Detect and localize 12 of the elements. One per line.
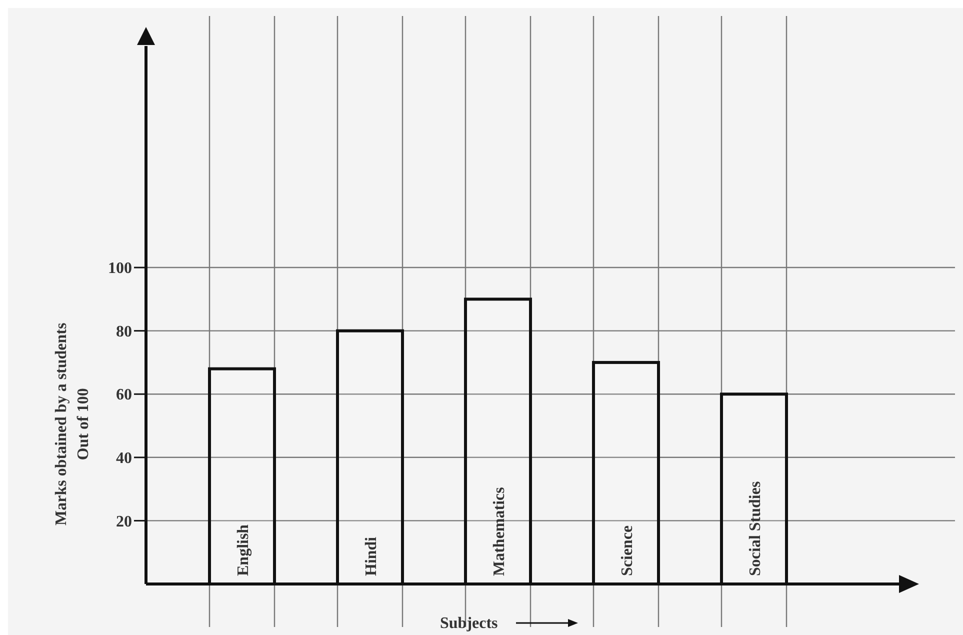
x-tick-label: Hindi [363,536,380,576]
y-tick-label: 80 [116,323,132,340]
y-tick-label: 100 [108,260,132,278]
x-tick-label: Mathematics [491,487,508,576]
x-tick-label: Social Studies [747,481,764,576]
y-tick-label: 20 [116,513,132,530]
x-tick-label: Science [619,525,636,576]
x-axis-title: Subjects [440,615,498,632]
x-tick-label: English [235,524,252,576]
y-tick-label: 60 [116,386,132,404]
y-axis-title: Marks obtained by a students Out of 100 [53,322,92,526]
y-tick-label: 40 [116,450,132,468]
